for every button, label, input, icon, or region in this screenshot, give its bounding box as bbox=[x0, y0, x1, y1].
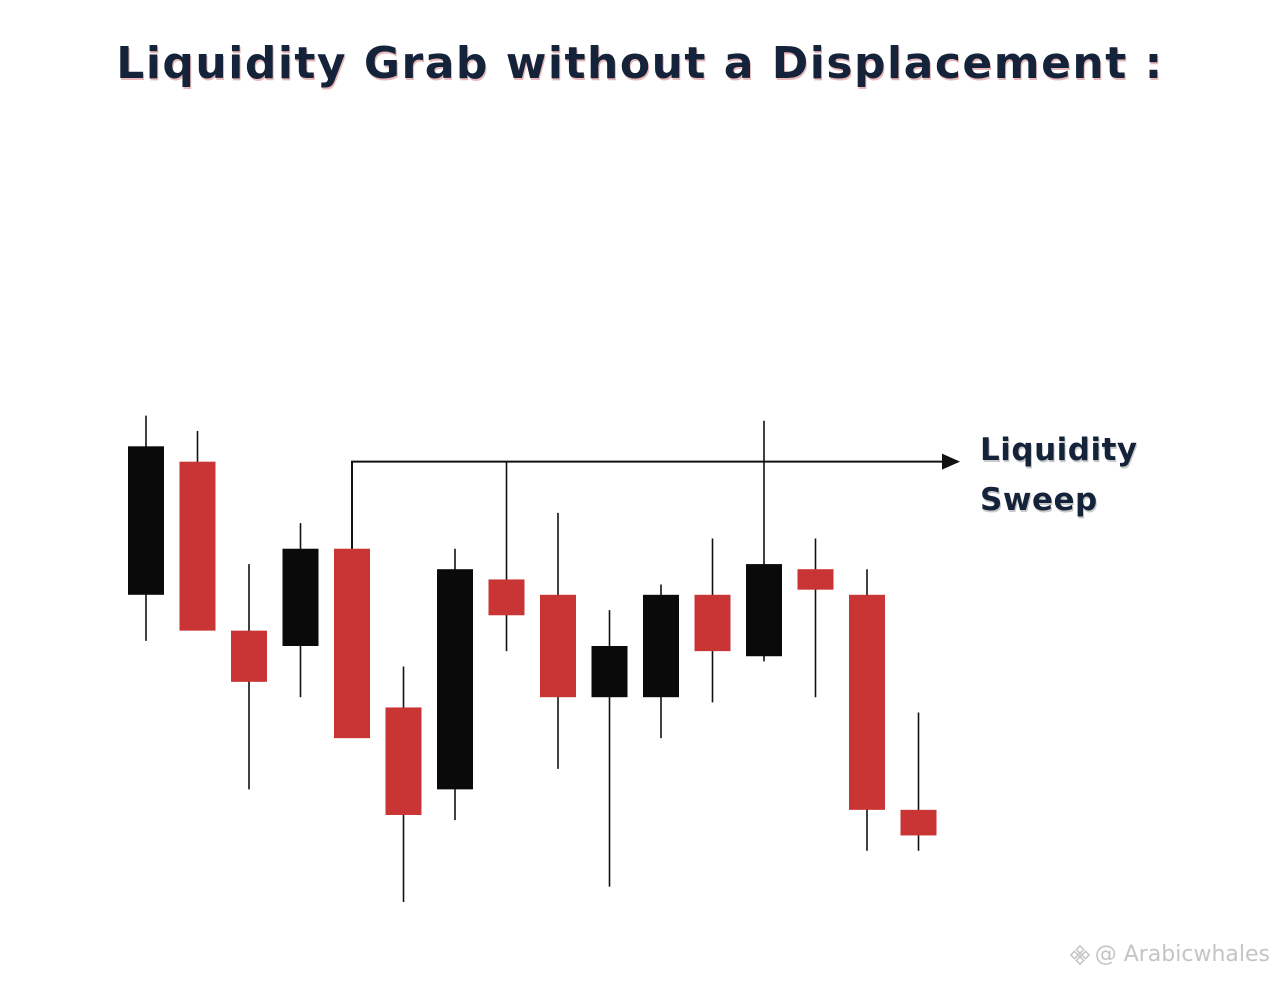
candle-body bbox=[282, 548, 319, 646]
candle-body bbox=[385, 707, 422, 815]
candle-body bbox=[334, 548, 370, 739]
candle-16 bbox=[900, 712, 937, 851]
sweep-label-line2: Sweep bbox=[980, 482, 1098, 518]
candle-15 bbox=[849, 569, 885, 851]
candle-7 bbox=[437, 548, 473, 821]
candle-11 bbox=[643, 584, 679, 739]
candle-body bbox=[179, 461, 216, 631]
watermark: @ Arabicwhales bbox=[1069, 942, 1270, 967]
candle-body bbox=[128, 446, 164, 595]
candle-5 bbox=[334, 461, 370, 739]
candle-4 bbox=[282, 523, 319, 698]
candle-9 bbox=[540, 512, 576, 769]
candle-body bbox=[231, 630, 267, 682]
candle-6 bbox=[385, 666, 422, 902]
candle-14 bbox=[797, 538, 834, 698]
candle-1 bbox=[128, 415, 164, 641]
sweep-label-line1: Liquidity bbox=[980, 432, 1138, 468]
candle-body bbox=[540, 594, 576, 698]
candle-body bbox=[797, 569, 834, 590]
liquidity-level-arrow bbox=[351, 453, 960, 549]
candle-body bbox=[900, 809, 937, 836]
candle-body bbox=[694, 594, 731, 652]
candle-body bbox=[591, 646, 628, 698]
candle-body bbox=[849, 594, 885, 810]
candle-body bbox=[643, 594, 679, 698]
watermark-handle: @ Arabicwhales bbox=[1094, 942, 1270, 967]
candle-2 bbox=[179, 430, 216, 631]
candle-body bbox=[437, 569, 473, 790]
chart-title: Liquidity Grab without a Displacement : bbox=[116, 38, 1164, 89]
binance-logo-icon bbox=[1069, 944, 1090, 965]
candle-body bbox=[746, 564, 782, 657]
liquidity-sweep-label: Liquidity Sweep bbox=[980, 425, 1138, 525]
candle-13 bbox=[746, 420, 782, 662]
candle-body bbox=[488, 579, 525, 616]
candle-10 bbox=[591, 610, 628, 887]
candle-12 bbox=[694, 538, 731, 703]
candle-8 bbox=[488, 461, 525, 652]
candle-3 bbox=[231, 564, 267, 790]
